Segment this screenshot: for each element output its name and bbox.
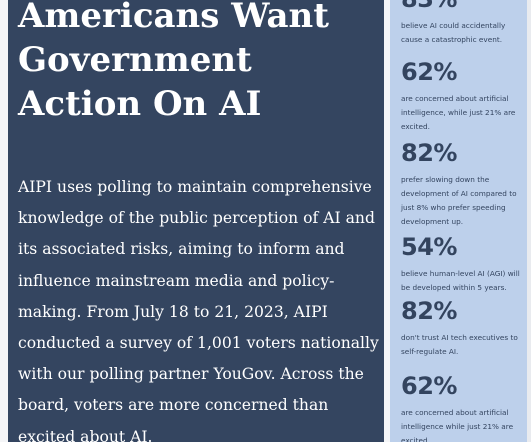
stat-item: 62% are concerned about artificial intel… <box>401 58 525 134</box>
stat-text: prefer slowing down the development of A… <box>401 175 517 226</box>
stat-text: are concerned about artificial intellige… <box>401 408 514 442</box>
headline: Americans Want Government Action On AI <box>18 0 329 124</box>
panel-divider <box>384 0 390 442</box>
intro-paragraph: AIPI uses polling to maintain comprehens… <box>18 178 379 442</box>
stat-value: 62% <box>401 58 457 86</box>
stat-text: believe human-level AI (AGI) will be dev… <box>401 269 520 292</box>
stat-item: 54% believe human-level AI (AGI) will be… <box>401 233 525 295</box>
stat-value: 83% <box>401 0 525 13</box>
stat-text: don't trust AI tech executives to self-r… <box>401 333 518 356</box>
stat-value: 62% <box>401 372 457 400</box>
stat-text: are concerned about artificial intellige… <box>401 94 516 131</box>
main-panel: Americans Want Government Action On AI A… <box>8 0 384 442</box>
stat-value: 82% <box>401 297 457 325</box>
right-edge <box>527 0 531 442</box>
stat-item: 62% are concerned about artificial intel… <box>401 372 525 442</box>
stat-value: 82% <box>401 139 457 167</box>
stat-item: 82% don't trust AI tech executives to se… <box>401 297 525 359</box>
stat-item: 82% prefer slowing down the development … <box>401 139 525 229</box>
stat-text: believe AI could accidentally cause a ca… <box>401 21 506 44</box>
stats-panel: 83% believe AI could accidentally cause … <box>390 0 527 442</box>
stat-item: 83% believe AI could accidentally cause … <box>401 0 525 47</box>
stat-value: 54% <box>401 233 457 261</box>
